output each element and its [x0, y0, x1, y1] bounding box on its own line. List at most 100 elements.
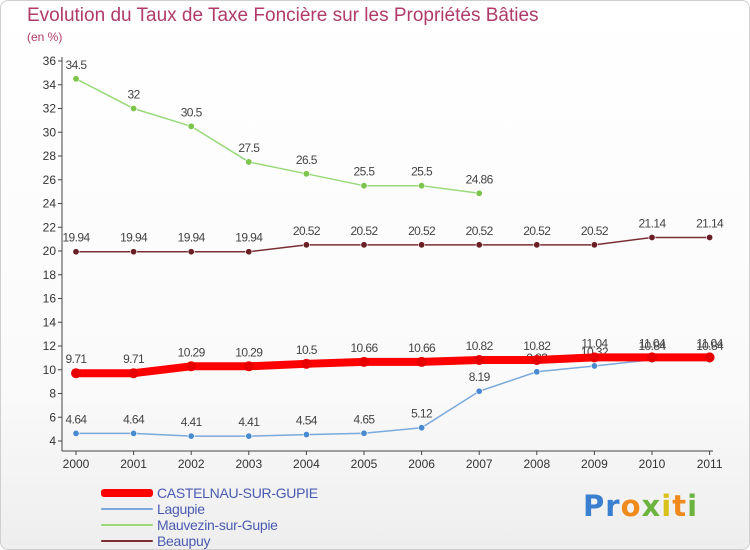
- data-label-lagupie: 4.65: [354, 412, 376, 426]
- data-label-lagupie: 10.84: [696, 339, 724, 353]
- legend-swatch: [101, 540, 153, 542]
- data-label-mauvezin-sur-gupie: 32: [128, 88, 141, 102]
- data-label-mauvezin-sur-gupie: 34.5: [66, 58, 88, 72]
- data-label-lagupie: 4.64: [123, 412, 145, 426]
- data-point-beaupuy: [245, 248, 253, 256]
- x-tick-label: 2007: [466, 457, 493, 471]
- data-point-beaupuy: [187, 248, 195, 256]
- data-label-beaupuy: 19.94: [62, 231, 90, 245]
- logo-letter: x: [641, 489, 662, 523]
- series-line-beaupuy: [75, 236, 711, 253]
- x-tick-label: 2008: [523, 457, 550, 471]
- data-label-lagupie: 4.64: [66, 412, 88, 426]
- logo-letter: P: [583, 489, 606, 523]
- x-tick-label: 2010: [639, 457, 666, 471]
- legend-label: Mauvezin-sur-Gupie: [157, 517, 278, 533]
- data-point-beaupuy: [360, 241, 368, 249]
- data-point-castelnau-sur-gupie: [704, 352, 715, 363]
- data-point-castelnau-sur-gupie: [301, 358, 312, 369]
- legend-swatch: [101, 524, 153, 526]
- series-line-mauvezin-sur-gupie: [75, 78, 480, 195]
- data-label-beaupuy: 21.14: [638, 216, 666, 230]
- legend-label: Beaupuy: [157, 533, 211, 549]
- data-point-lagupie: [130, 429, 138, 437]
- y-tick-label: 30: [43, 125, 57, 139]
- data-label-mauvezin-sur-gupie: 26.5: [296, 153, 318, 167]
- data-label-beaupuy: 20.52: [408, 224, 436, 238]
- data-label-beaupuy: 20.52: [466, 224, 494, 238]
- data-point-beaupuy: [533, 241, 541, 249]
- data-label-mauvezin-sur-gupie: 30.5: [181, 105, 203, 119]
- data-label-lagupie: 10.84: [638, 339, 666, 353]
- data-point-lagupie: [533, 368, 541, 376]
- data-label-beaupuy: 20.52: [581, 224, 609, 238]
- data-point-lagupie: [360, 429, 368, 437]
- legend-swatch: [101, 489, 153, 497]
- data-label-castelnau-sur-gupie: 10.29: [235, 345, 263, 359]
- data-label-mauvezin-sur-gupie: 25.5: [411, 165, 433, 179]
- data-label-beaupuy: 20.52: [523, 224, 551, 238]
- logo-letter: i: [661, 489, 673, 523]
- data-label-mauvezin-sur-gupie: 25.5: [354, 165, 376, 179]
- data-label-castelnau-sur-gupie: 10.82: [523, 339, 551, 353]
- data-point-lagupie: [302, 431, 310, 439]
- chart-title: Evolution du Taux de Taxe Foncière sur l…: [27, 5, 539, 26]
- data-point-beaupuy: [72, 248, 80, 256]
- data-point-lagupie: [72, 429, 80, 437]
- data-point-mauvezin-sur-gupie: [302, 170, 310, 178]
- legend-label: CASTELNAU-SUR-GUPIE: [157, 485, 318, 501]
- data-label-castelnau-sur-gupie: 11.04: [581, 336, 608, 350]
- x-tick-label: 2009: [581, 457, 608, 471]
- data-label-beaupuy: 19.94: [120, 231, 148, 245]
- x-tick-label: 2005: [351, 457, 378, 471]
- data-point-mauvezin-sur-gupie: [72, 75, 80, 83]
- data-point-mauvezin-sur-gupie: [475, 189, 483, 197]
- x-tick-label: 2001: [120, 457, 147, 471]
- data-point-beaupuy: [648, 233, 656, 241]
- y-tick-label: 16: [43, 292, 57, 306]
- data-point-castelnau-sur-gupie: [243, 361, 254, 372]
- x-tick-label: 2002: [178, 457, 205, 471]
- y-tick-label: 34: [43, 78, 57, 92]
- data-label-castelnau-sur-gupie: 10.66: [408, 341, 436, 355]
- data-point-beaupuy: [475, 241, 483, 249]
- data-point-mauvezin-sur-gupie: [360, 182, 368, 190]
- data-point-castelnau-sur-gupie: [531, 355, 542, 366]
- x-tick-label: 2004: [293, 457, 320, 471]
- data-point-lagupie: [418, 424, 426, 432]
- logo-letter: i: [687, 489, 699, 523]
- y-tick-label: 10: [43, 363, 57, 377]
- data-label-mauvezin-sur-gupie: 27.5: [238, 141, 260, 155]
- data-point-beaupuy: [302, 241, 310, 249]
- data-point-lagupie: [187, 432, 195, 440]
- data-point-castelnau-sur-gupie: [589, 352, 600, 363]
- legend-swatch: [101, 508, 153, 510]
- data-label-lagupie: 4.41: [181, 415, 203, 429]
- x-tick-label: 2003: [235, 457, 262, 471]
- data-point-beaupuy: [590, 241, 598, 249]
- logo-letter: t: [672, 489, 688, 523]
- y-tick-label: 6: [49, 410, 56, 424]
- data-point-lagupie: [475, 387, 483, 395]
- y-tick-label: 22: [43, 220, 57, 234]
- x-tick-label: 2011: [697, 457, 723, 471]
- data-point-castelnau-sur-gupie: [186, 361, 197, 372]
- data-label-lagupie: 5.12: [411, 407, 433, 421]
- data-label-beaupuy: 21.14: [696, 216, 724, 230]
- y-tick-label: 36: [43, 54, 57, 68]
- data-point-castelnau-sur-gupie: [71, 368, 81, 379]
- unit-label: (en %): [27, 30, 63, 44]
- data-label-beaupuy: 19.94: [235, 231, 263, 245]
- x-tick-label: 2000: [63, 457, 90, 471]
- y-tick-label: 8: [49, 387, 56, 401]
- data-point-castelnau-sur-gupie: [647, 352, 657, 363]
- data-point-castelnau-sur-gupie: [474, 355, 485, 366]
- data-point-mauvezin-sur-gupie: [418, 182, 426, 190]
- data-point-mauvezin-sur-gupie: [245, 158, 253, 166]
- data-point-mauvezin-sur-gupie: [187, 122, 195, 130]
- data-label-beaupuy: 20.52: [350, 224, 378, 238]
- data-point-castelnau-sur-gupie: [359, 356, 369, 367]
- x-tick-label: 2006: [408, 457, 435, 471]
